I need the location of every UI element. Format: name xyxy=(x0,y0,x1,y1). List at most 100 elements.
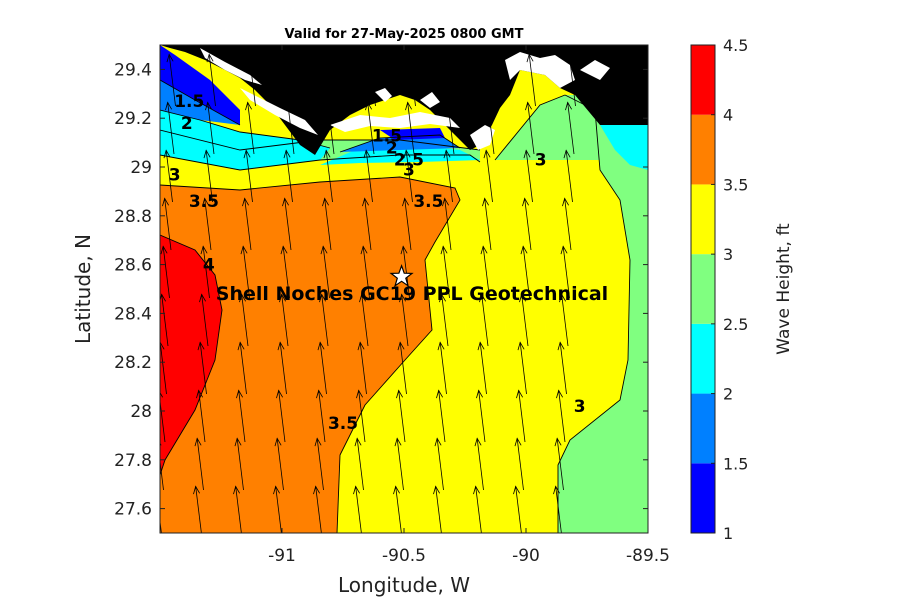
wave-direction-arrow-icon xyxy=(363,149,373,203)
wave-direction-arrow-icon xyxy=(205,101,215,155)
wave-direction-arrow-icon xyxy=(277,341,287,395)
wave-direction-arrow-icon xyxy=(319,293,329,347)
colorbar: 1 1.5 2 2.5 3 3.5 4 4.5 xyxy=(690,36,748,543)
wave-direction-arrow-icon xyxy=(194,437,204,491)
colorbar-frame xyxy=(690,44,716,534)
wave-direction-arrow-icon xyxy=(366,53,376,107)
wave-direction-arrow-icon xyxy=(276,389,286,443)
wave-direction-arrow-icon xyxy=(397,341,407,395)
wave-direction-arrow-icon xyxy=(279,293,289,347)
wave-direction-arrow-icon xyxy=(274,437,284,491)
colorbar-band xyxy=(691,45,715,115)
x-tick-label: -89.5 xyxy=(626,546,670,566)
wave-direction-arrow-icon xyxy=(480,245,490,299)
wave-direction-arrow-icon xyxy=(162,197,172,251)
contour-label: 3 xyxy=(169,165,181,185)
wave-direction-arrow-icon xyxy=(243,149,253,203)
wave-direction-arrow-icon xyxy=(359,293,369,347)
y-axis-label: Latitude, N xyxy=(71,234,95,344)
band-1.5-2-coast xyxy=(160,80,240,125)
wave-direction-arrow-icon xyxy=(320,245,330,299)
wave-direction-arrow-icon xyxy=(239,293,249,347)
wave-direction-arrow-icon xyxy=(199,293,209,347)
band-4-4.5 xyxy=(160,235,222,475)
wave-direction-arrow-icon xyxy=(434,437,444,491)
y-tick-label: 29.2 xyxy=(114,109,152,129)
plot-area: 1.521.522.53 333.5 3.543.53 Shell Noches G… xyxy=(160,45,648,533)
colorbar-band xyxy=(691,254,715,324)
wave-direction-arrow-icon xyxy=(513,485,522,533)
wave-direction-arrow-icon xyxy=(356,389,366,443)
wave-direction-arrow-icon xyxy=(486,53,496,107)
wave-direction-arrow-icon xyxy=(245,101,255,155)
wave-direction-arrow-icon xyxy=(436,389,446,443)
wave-direction-arrow-icon xyxy=(202,197,212,251)
wave-direction-arrow-icon xyxy=(393,485,402,533)
band-2.5-3-northeast xyxy=(495,95,648,160)
colorbar-band xyxy=(691,323,715,394)
colorbar-tick-label: 1 xyxy=(723,524,733,543)
contour-label: 1.5 xyxy=(174,92,204,112)
contour-label: 3.5 xyxy=(413,192,443,212)
wave-direction-arrow-icon xyxy=(165,101,175,155)
band-3.5-4 xyxy=(160,177,460,533)
contour-label: 2.5 xyxy=(394,151,424,171)
wave-direction-arrow-icon xyxy=(326,53,336,107)
wave-direction-arrow-icon xyxy=(354,437,364,491)
x-tick-label: -90 xyxy=(512,546,540,566)
land-mass xyxy=(160,45,648,155)
wave-direction-arrow-icon xyxy=(473,485,482,533)
contour-label: 3 xyxy=(535,151,547,171)
contour-label: 1.5 xyxy=(372,126,402,146)
band-1.5-2-bay xyxy=(340,135,460,152)
wave-direction-arrow-icon xyxy=(523,149,533,203)
wave-direction-arrow-icon xyxy=(406,53,416,107)
wave-direction-arrow-icon xyxy=(556,389,566,443)
x-axis: -91 -90.5 -90 -89.5 xyxy=(268,45,670,566)
wave-direction-arrow-icon xyxy=(476,389,486,443)
wave-direction-arrow-icon xyxy=(445,101,455,155)
wave-direction-arrow-icon xyxy=(234,437,244,491)
wave-direction-arrow-icon xyxy=(442,197,452,251)
band-2.5-3-east xyxy=(558,95,648,533)
wave-direction-arrow-icon xyxy=(557,341,567,395)
wave-direction-arrow-icon xyxy=(160,245,170,299)
wave-direction-arrow-icon xyxy=(325,101,335,155)
wave-direction-arrow-icon xyxy=(526,53,536,107)
wave-direction-arrow-icon xyxy=(522,197,532,251)
colorbar-label: Wave Height, ft xyxy=(774,223,794,355)
y-tick-label: 28 xyxy=(130,402,152,422)
wave-direction-arrow-icon xyxy=(562,197,572,251)
wave-direction-arrow-icon xyxy=(365,101,375,155)
wave-direction-arrow-icon xyxy=(280,245,290,299)
wave-direction-arrow-icon xyxy=(433,485,442,533)
wave-direction-arrow-icon xyxy=(554,437,564,491)
wave-direction-arrow-icon xyxy=(160,518,162,533)
wave-direction-arrow-icon xyxy=(560,245,570,299)
wave-direction-arrow-icon xyxy=(357,341,367,395)
coastline-detail xyxy=(200,48,610,150)
wave-direction-arrow-icon xyxy=(322,197,332,251)
wave-direction-arrow-icon xyxy=(405,101,415,155)
colorbar-tick-label: 4.5 xyxy=(723,36,748,55)
wave-direction-arrow-icon xyxy=(394,437,404,491)
y-axis: 27.6 27.8 28 28.2 28.4 28.6 28.8 29 29.2 29.4 xyxy=(114,60,648,520)
colorbar-band xyxy=(691,184,715,255)
wave-direction-arrow-icon xyxy=(437,341,447,395)
band-1-1.5-coast xyxy=(160,45,240,125)
wave-direction-arrow-icon xyxy=(440,245,450,299)
y-tick-label: 28.2 xyxy=(114,353,152,373)
contour-label: 3.5 xyxy=(328,414,358,434)
wave-direction-arrow-icon xyxy=(403,149,413,203)
wave-direction-arrow-icon xyxy=(316,389,326,443)
wave-direction-arrow-icon xyxy=(286,53,296,107)
wave-direction-arrow-icon xyxy=(482,197,492,251)
wave-direction-arrow-icon xyxy=(477,341,487,395)
wave-direction-arrow-icon xyxy=(362,197,372,251)
wave-direction-arrow-icon xyxy=(563,149,573,203)
y-tick-label: 28.6 xyxy=(114,256,152,276)
wave-direction-arrow-icon xyxy=(559,293,569,347)
band-3-3.5-coast xyxy=(160,155,480,190)
y-tick-label: 27.6 xyxy=(114,500,152,520)
wave-direction-arrow-icon xyxy=(353,485,362,533)
